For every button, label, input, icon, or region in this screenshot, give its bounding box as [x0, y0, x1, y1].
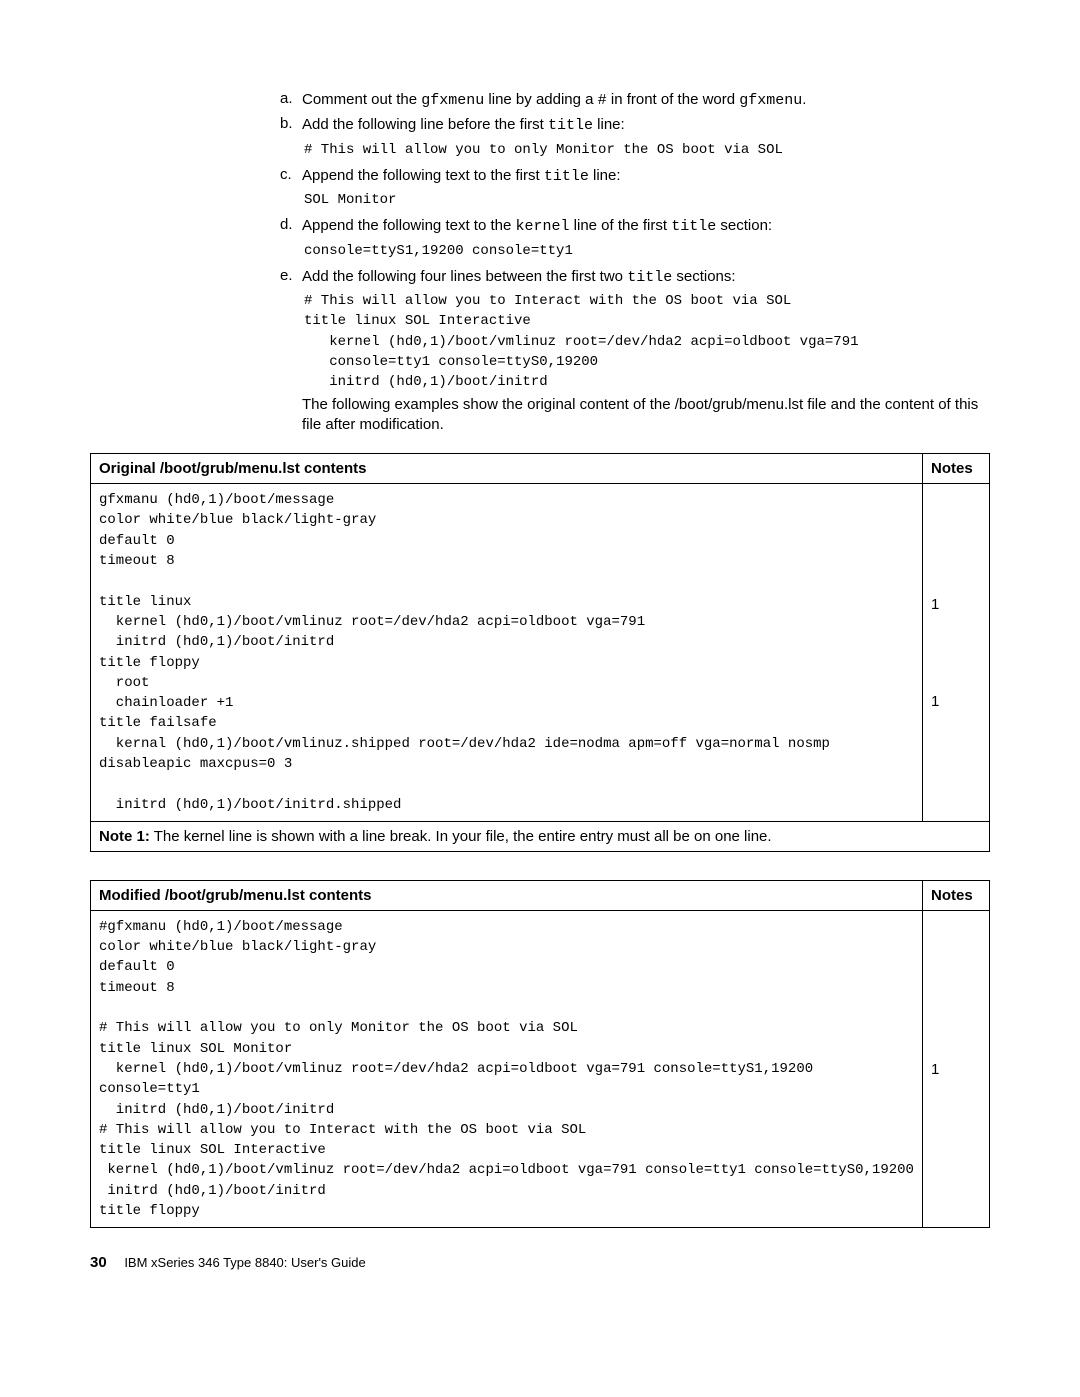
page-number: 30 [90, 1254, 107, 1271]
original-contents-table: Original /boot/grub/menu.lst contents No… [90, 453, 990, 852]
instruction-step: a.Comment out the gfxmenu line by adding… [280, 90, 990, 111]
footnote-text: The kernel line is shown with a line bre… [150, 828, 772, 845]
table-notes-cell: 11 [923, 484, 990, 822]
step-letter: c. [280, 166, 302, 213]
step-code: # This will allow you to only Monitor th… [304, 140, 990, 160]
footnote-label: Note 1: [99, 828, 150, 845]
step-code: # This will allow you to Interact with t… [304, 291, 990, 392]
step-followup: The following examples show the original… [302, 395, 990, 436]
step-text: Append the following text to the first t… [302, 166, 990, 187]
step-text: Add the following line before the first … [302, 115, 990, 136]
table-content-cell: #gfxmanu (hd0,1)/boot/message color whit… [91, 910, 923, 1227]
table-header-left: Modified /boot/grub/menu.lst contents [91, 880, 923, 910]
step-body: Add the following line before the first … [302, 115, 990, 162]
step-text: Add the following four lines between the… [302, 267, 990, 288]
note-ref: 1 [931, 1021, 981, 1118]
footer-text: IBM xSeries 346 Type 8840: User's Guide [124, 1255, 365, 1270]
step-body: Append the following text to the kernel … [302, 216, 990, 263]
note-ref: 1 [931, 653, 981, 750]
step-body: Comment out the gfxmenu line by adding a… [302, 90, 990, 111]
step-code: console=ttyS1,19200 console=tty1 [304, 241, 990, 261]
step-letter: e. [280, 267, 302, 435]
instruction-steps: a.Comment out the gfxmenu line by adding… [280, 90, 990, 435]
instruction-step: e.Add the following four lines between t… [280, 267, 990, 435]
table-header-notes: Notes [923, 454, 990, 484]
table-notes-cell: 1 [923, 910, 990, 1227]
step-letter: b. [280, 115, 302, 162]
instruction-step: d.Append the following text to the kerne… [280, 216, 990, 263]
step-letter: d. [280, 216, 302, 263]
step-text: Append the following text to the kernel … [302, 216, 990, 237]
step-body: Add the following four lines between the… [302, 267, 990, 435]
instruction-step: c.Append the following text to the first… [280, 166, 990, 213]
modified-config-text: #gfxmanu (hd0,1)/boot/message color whit… [99, 917, 914, 1221]
note-ref: 1 [931, 556, 981, 653]
table-content-cell: gfxmanu (hd0,1)/boot/message color white… [91, 484, 923, 822]
instruction-step: b.Add the following line before the firs… [280, 115, 990, 162]
step-text: Comment out the gfxmenu line by adding a… [302, 90, 990, 111]
modified-contents-table: Modified /boot/grub/menu.lst contents No… [90, 880, 990, 1228]
page-footer: 30 IBM xSeries 346 Type 8840: User's Gui… [90, 1254, 990, 1271]
table-header-left: Original /boot/grub/menu.lst contents [91, 454, 923, 484]
original-config-text: gfxmanu (hd0,1)/boot/message color white… [99, 490, 914, 815]
table-header-notes: Notes [923, 880, 990, 910]
table-footnote: Note 1: The kernel line is shown with a … [91, 821, 990, 851]
step-code: SOL Monitor [304, 190, 990, 210]
document-page: a.Comment out the gfxmenu line by adding… [0, 0, 1080, 1311]
step-letter: a. [280, 90, 302, 111]
step-body: Append the following text to the first t… [302, 166, 990, 213]
